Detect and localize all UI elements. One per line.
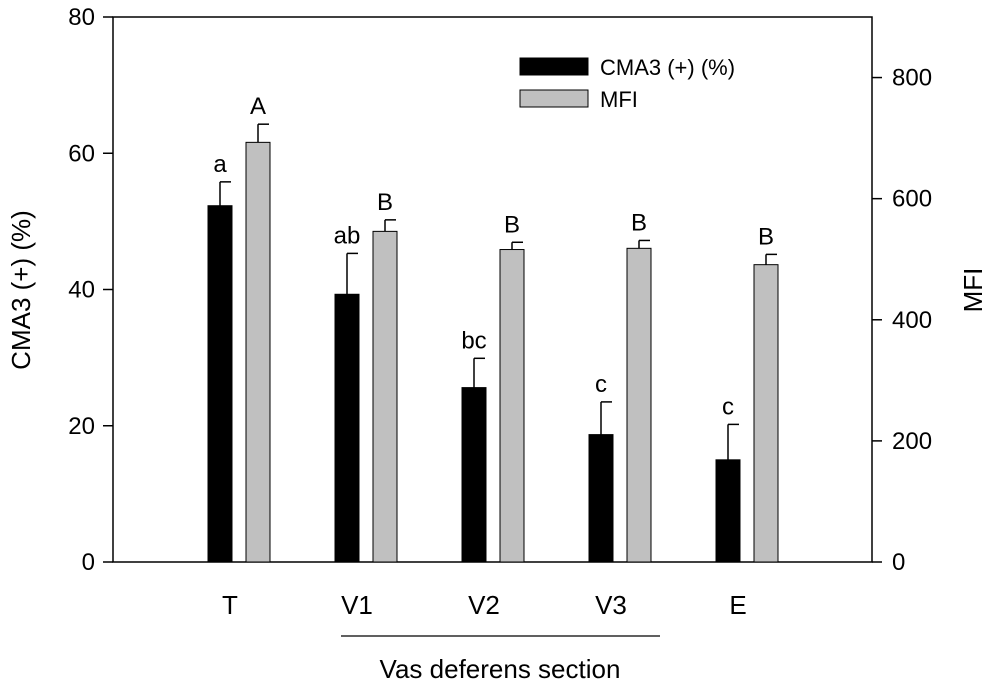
x-tick-label: V2 <box>468 590 500 620</box>
bar-cma3 <box>334 293 360 563</box>
bar-mfi <box>245 141 271 563</box>
x-tick-label: V3 <box>595 590 627 620</box>
left-y-tick-label: 20 <box>68 413 95 440</box>
bar-mfi <box>372 230 398 563</box>
legend: CMA3 (+) (%) MFI <box>519 55 735 112</box>
significance-label: c <box>722 393 734 420</box>
significance-label: a <box>213 151 227 178</box>
right-y-tick-label: 400 <box>892 307 932 334</box>
x-axis-title: Vas deferens section <box>380 654 621 684</box>
x-axis-categories: T V1 V2 V3 E <box>222 590 747 620</box>
right-y-axis: 0 200 400 600 800 <box>872 65 932 576</box>
bar-cma3 <box>715 459 741 563</box>
x-tick-label: E <box>729 590 746 620</box>
significance-label: A <box>250 93 266 120</box>
significance-label: B <box>377 189 393 216</box>
bar-mfi <box>499 249 525 563</box>
left-y-tick-label: 0 <box>82 549 95 576</box>
x-tick-label: V1 <box>341 590 373 620</box>
bar-cma3 <box>207 205 233 563</box>
right-y-tick-label: 600 <box>892 186 932 213</box>
left-y-axis: 0 20 40 60 80 <box>68 4 113 576</box>
legend-label-mfi: MFI <box>600 87 638 112</box>
right-y-tick-label: 200 <box>892 428 932 455</box>
bar-series: a Aab Bbc Bc Bc B <box>207 93 779 563</box>
x-tick-label: T <box>222 590 238 620</box>
left-y-axis-title: CMA3 (+) (%) <box>6 210 36 370</box>
significance-label: B <box>631 209 647 236</box>
right-y-tick-label: 800 <box>892 65 932 92</box>
right-y-tick-label: 0 <box>892 549 905 576</box>
significance-label: B <box>758 223 774 250</box>
legend-swatch-cma3 <box>519 57 589 76</box>
left-y-tick-label: 40 <box>68 277 95 304</box>
legend-label-cma3: CMA3 (+) (%) <box>600 55 735 80</box>
bar-mfi <box>753 264 779 563</box>
left-y-tick-label: 80 <box>68 4 95 31</box>
left-y-tick-label: 60 <box>68 140 95 167</box>
bar-mfi <box>626 247 652 563</box>
significance-label: B <box>504 211 520 238</box>
right-y-axis-title: MFI <box>958 268 988 313</box>
significance-label: ab <box>334 222 361 249</box>
bar-cma3 <box>588 434 614 563</box>
bar-cma3 <box>461 387 487 563</box>
significance-label: c <box>595 371 607 398</box>
significance-label: bc <box>461 327 486 354</box>
legend-swatch-mfi <box>519 89 589 108</box>
